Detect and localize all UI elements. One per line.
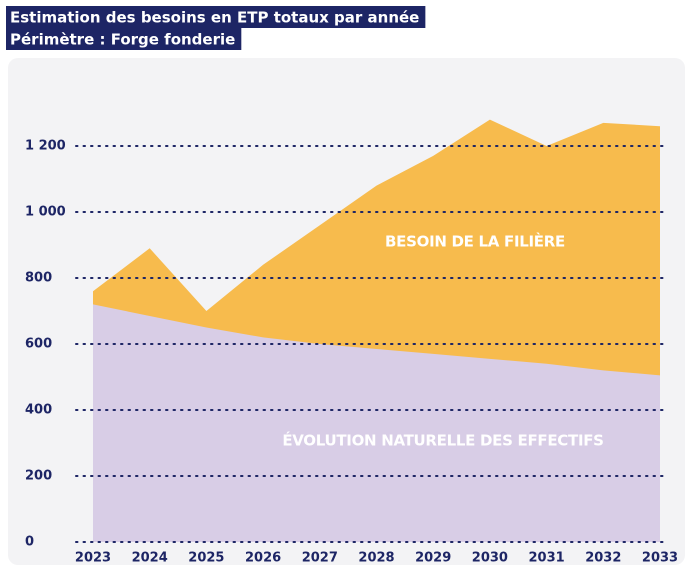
x-tick-label: 2030 [472, 551, 508, 566]
chart-subtitle: Périmètre : Forge fonderie [10, 31, 235, 49]
x-tick-label: 2025 [188, 551, 224, 566]
x-tick-label: 2027 [302, 551, 338, 566]
area-label: BESOIN DE LA FILIÈRE [385, 232, 565, 251]
subtitle-box [6, 28, 242, 50]
area-label: ÉVOLUTION NATURELLE DES EFFECTIFS [282, 431, 603, 450]
x-tick-label: 2024 [132, 551, 168, 566]
x-tick-label: 2032 [585, 551, 621, 566]
x-tick-label: 2031 [529, 551, 565, 566]
x-tick-label: 2026 [245, 551, 281, 566]
y-tick-label: 0 [25, 535, 34, 550]
y-tick-label: 800 [25, 271, 52, 286]
y-tick-label: 600 [25, 337, 52, 352]
x-tick-label: 2029 [415, 551, 451, 566]
y-tick-label: 400 [25, 403, 52, 418]
chart-title: Estimation des besoins en ETP totaux par… [10, 9, 419, 27]
x-tick-label: 2028 [358, 551, 394, 566]
title-box [6, 6, 426, 28]
y-tick-label: 1 000 [25, 205, 66, 220]
y-tick-label: 1 200 [25, 139, 66, 154]
x-tick-label: 2033 [642, 551, 678, 566]
x-tick-label: 2023 [75, 551, 111, 566]
y-tick-label: 200 [25, 469, 52, 484]
area [93, 304, 660, 542]
